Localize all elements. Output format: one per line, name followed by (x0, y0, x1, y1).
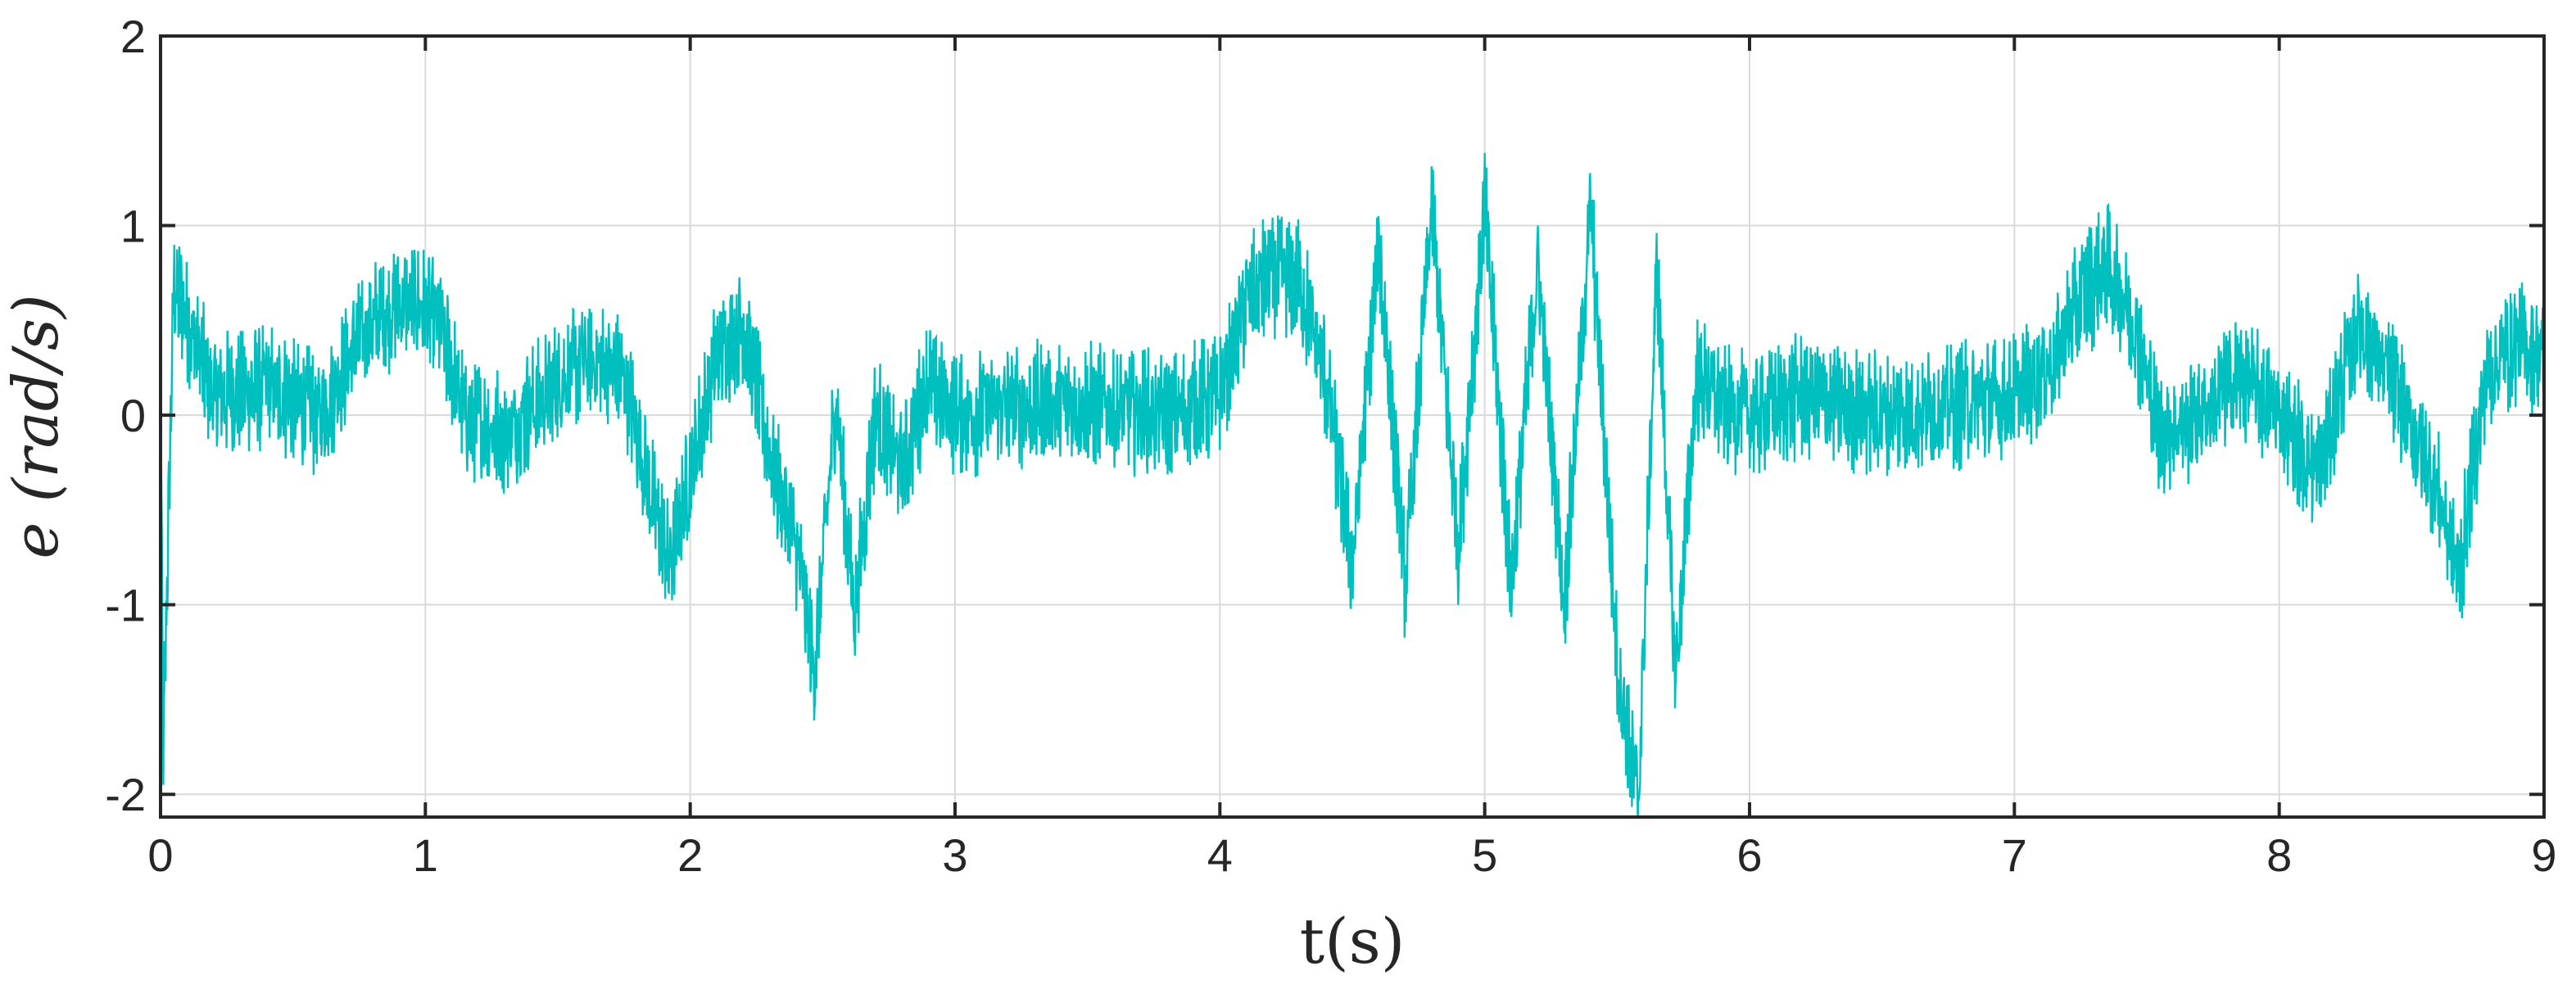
series-layer (161, 152, 2544, 817)
x-tick-label: 0 (147, 829, 173, 881)
y-tick-label: 1 (120, 201, 146, 252)
y-tick-label: 2 (120, 11, 146, 62)
x-tick-label: 2 (677, 829, 703, 881)
x-tick-label: 8 (2266, 829, 2292, 881)
x-axis-label: t(s) (1300, 905, 1406, 978)
x-tick-label: 4 (1207, 829, 1233, 881)
x-tick-label: 5 (1472, 829, 1497, 881)
x-tick-label: 9 (2531, 829, 2556, 881)
x-tick-label: 3 (942, 829, 967, 881)
x-tick-label: 7 (2002, 829, 2027, 881)
y-tick-label: -2 (105, 769, 146, 820)
x-tick-label: 1 (413, 829, 438, 881)
x-tick-label: 6 (1736, 829, 1762, 881)
y-tick-label: 0 (120, 390, 146, 441)
series-line (161, 152, 2544, 817)
y-axis-label: e (rad/s) (0, 294, 72, 558)
y-tick-label: -1 (105, 580, 146, 631)
y-tick-labels: 2 1 0 -1 -2 (105, 11, 146, 820)
plot-frame (159, 34, 2546, 819)
x-tick-labels: 0 1 2 3 4 5 6 7 8 9 (147, 829, 2556, 881)
axis-ticks (159, 34, 2546, 817)
